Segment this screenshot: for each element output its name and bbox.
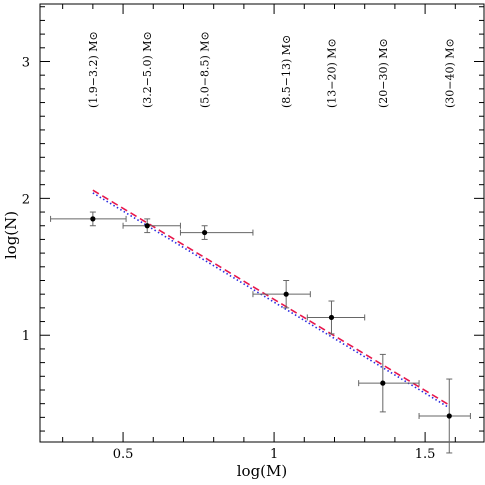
y-tick-label: 2	[22, 192, 30, 207]
data-point	[328, 314, 335, 321]
fit-lines	[92, 189, 450, 409]
mass-bin-label: (1.9−3.2) M⊙	[87, 31, 100, 108]
data-point	[283, 291, 289, 297]
y-axis-title: log(N)	[2, 211, 20, 259]
plot-frame	[39, 3, 485, 443]
data-points	[90, 216, 452, 419]
y-tick-label: 3	[22, 55, 30, 70]
x-tick-label: 1	[270, 447, 278, 462]
data-point	[144, 223, 150, 229]
error-bars	[50, 211, 471, 454]
x-tick-label: 1.5	[415, 447, 436, 462]
mass-bin-label: (3.2−5.0) M⊙	[141, 31, 154, 108]
mass-bin-label: (30−40) M⊙	[443, 38, 456, 108]
fit-line-dashed	[92, 189, 450, 406]
y-tick-label: 1	[22, 329, 30, 344]
data-point	[380, 380, 386, 386]
x-tick-label: 0.5	[113, 447, 134, 462]
mass-bin-labels: (1.9−3.2) M⊙ (3.2−5.0) M⊙ (5.0−8.5) M⊙ (8.5…	[87, 31, 456, 108]
data-point	[202, 229, 208, 236]
x-axis-title: log(M)	[237, 462, 288, 480]
data-point	[446, 413, 452, 419]
mass-bin-label: (13−20) M⊙	[325, 38, 338, 108]
data-point	[90, 216, 96, 222]
axis-tick-labels: 0.5 1 1.5 1 2 3	[22, 55, 436, 462]
fit-line-dotted	[92, 192, 450, 409]
mass-bin-label: (20−30) M⊙	[377, 38, 390, 108]
axis-ticks	[40, 4, 484, 442]
mass-bin-label: (8.5−13) M⊙	[280, 35, 293, 108]
mass-bin-label: (5.0−8.5) M⊙	[199, 31, 212, 108]
